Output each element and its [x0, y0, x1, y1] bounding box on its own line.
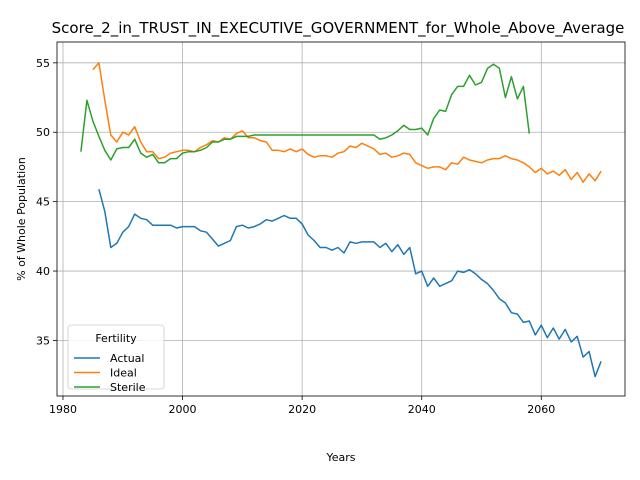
x-tick-label: 2020 — [288, 403, 316, 416]
y-axis-label: % of Whole Population — [15, 157, 28, 281]
x-tick-label: 2000 — [169, 403, 197, 416]
y-tick-label: 55 — [36, 57, 50, 70]
series-line-ideal — [92, 62, 602, 183]
axis-ticks: 1980 2000 2020 2040 2060 35 40 45 50 55 — [36, 57, 555, 416]
series-lines — [80, 62, 602, 378]
legend-label-actual: Actual — [110, 352, 144, 365]
legend-label-ideal: Ideal — [110, 367, 137, 380]
series-line-sterile — [80, 63, 531, 164]
x-tick-label: 2040 — [408, 403, 436, 416]
plot-frame — [56, 41, 626, 397]
y-tick-label: 45 — [36, 196, 50, 209]
grid — [57, 42, 625, 396]
x-axis-label: Years — [325, 451, 355, 464]
legend-title: Fertility — [95, 332, 137, 345]
legend-label-sterile: Sterile — [110, 381, 146, 394]
x-tick-label: 1980 — [49, 403, 77, 416]
series-line-actual — [98, 189, 602, 378]
y-tick-label: 35 — [36, 334, 50, 347]
y-tick-label: 50 — [36, 126, 50, 139]
chart-title: Score_2_in_TRUST_IN_EXECUTIVE_GOVERNMENT… — [52, 19, 625, 38]
x-tick-label: 2060 — [527, 403, 555, 416]
y-tick-label: 40 — [36, 265, 50, 278]
